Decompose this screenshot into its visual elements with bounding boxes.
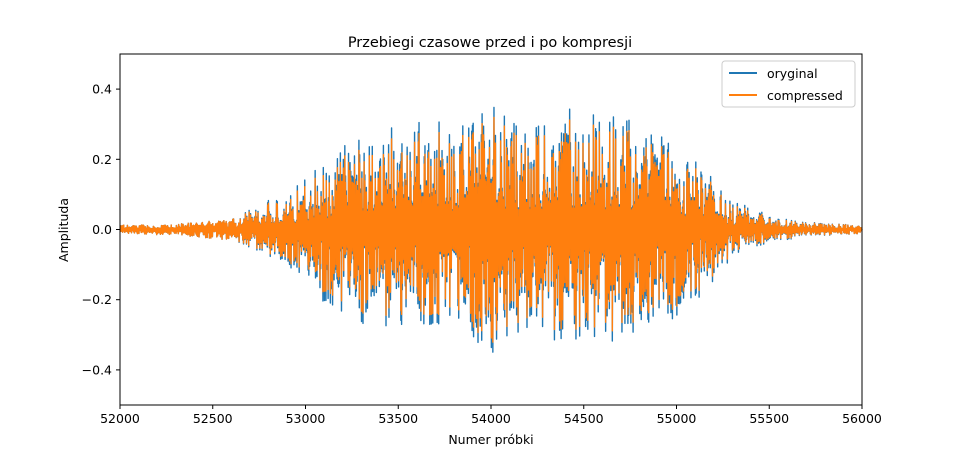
y-tick-label: 0.0 <box>92 222 112 237</box>
x-axis-label: Numer próbki <box>448 432 533 447</box>
legend: oryginal compressed <box>721 60 856 108</box>
x-tick-label: 52500 <box>193 411 233 426</box>
y-tick-label: −0.2 <box>82 292 112 307</box>
x-tick-label: 55500 <box>749 411 789 426</box>
legend-label-compressed: compressed <box>767 88 843 103</box>
series-line-compressed <box>119 116 863 343</box>
legend-label-oryginal: oryginal <box>767 66 818 81</box>
x-tick-label: 53000 <box>286 411 326 426</box>
x-tick-label: 54500 <box>564 411 604 426</box>
y-axis: 0.4 0.2 0.0 −0.2 −0.4 <box>82 82 120 377</box>
y-tick-label: 0.4 <box>92 82 112 97</box>
chart-title: Przebiegi czasowe przed i po kompresji <box>348 35 632 51</box>
x-tick-label: 56000 <box>842 411 882 426</box>
y-tick-label: 0.2 <box>92 152 112 167</box>
x-tick-label: 52000 <box>100 411 140 426</box>
y-axis-label: Amplituda <box>56 198 71 262</box>
x-tick-label: 55000 <box>657 411 697 426</box>
x-tick-label: 54000 <box>471 411 511 426</box>
y-tick-label: −0.4 <box>82 362 112 377</box>
series-layer <box>119 106 863 353</box>
x-axis: 52000 52500 53000 53500 54000 54500 55000 55500… <box>100 405 882 426</box>
x-tick-label: 53500 <box>378 411 418 426</box>
